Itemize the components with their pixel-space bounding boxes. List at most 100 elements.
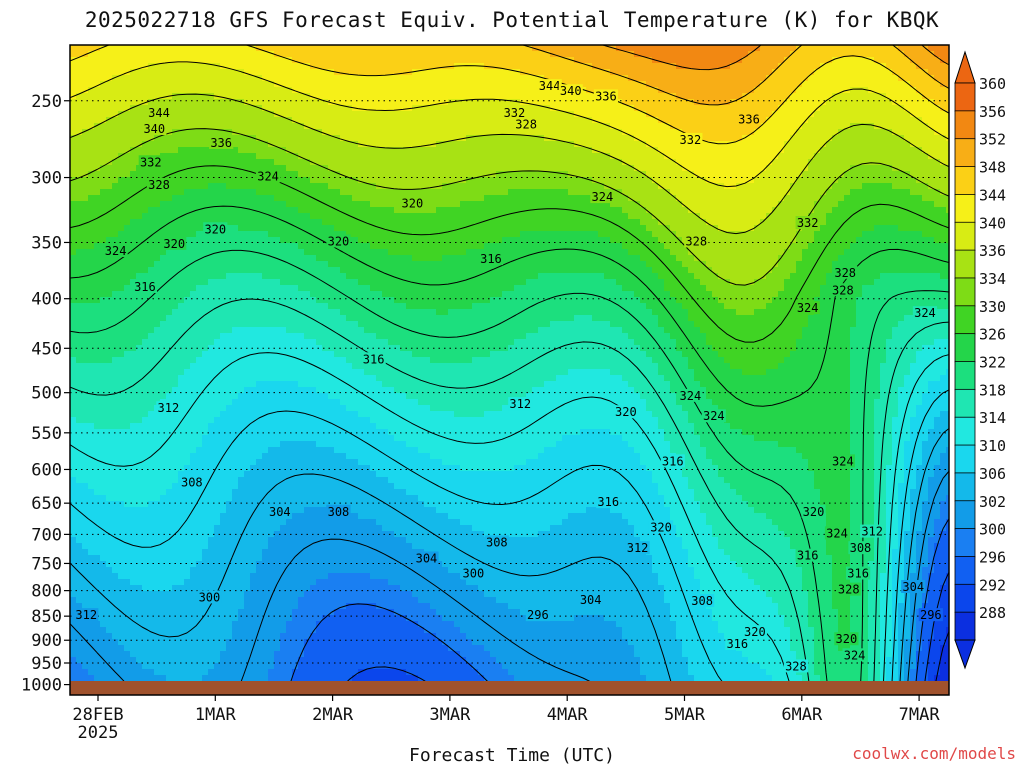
field-cell xyxy=(544,201,551,208)
field-cell xyxy=(226,75,233,82)
field-cell xyxy=(574,105,581,112)
field-cell xyxy=(886,111,893,118)
field-cell xyxy=(346,201,353,208)
field-cell xyxy=(778,45,785,52)
field-cell xyxy=(556,195,563,202)
field-cell xyxy=(94,237,101,244)
field-cell xyxy=(490,183,497,190)
field-cell xyxy=(694,87,701,94)
field-cell xyxy=(376,159,383,166)
field-cell xyxy=(880,147,887,154)
field-cell xyxy=(322,153,329,160)
field-cell xyxy=(286,87,293,94)
field-cell xyxy=(172,195,179,202)
field-cell xyxy=(652,105,659,112)
field-cell xyxy=(946,201,949,208)
field-cell xyxy=(376,129,383,136)
field-cell xyxy=(790,219,797,226)
field-cell xyxy=(460,153,467,160)
field-cell xyxy=(340,99,347,106)
field-cell xyxy=(646,159,653,166)
field-cell xyxy=(862,237,869,244)
field-cell xyxy=(190,207,197,214)
field-cell xyxy=(508,237,515,244)
field-cell xyxy=(568,177,575,184)
field-cell xyxy=(454,117,461,124)
field-cell xyxy=(640,207,647,214)
field-cell xyxy=(646,75,653,82)
field-cell xyxy=(136,57,143,64)
field-cell xyxy=(292,231,299,238)
field-cell xyxy=(856,111,863,118)
field-cell xyxy=(928,183,935,190)
field-cell xyxy=(682,45,689,52)
field-cell xyxy=(100,129,107,136)
field-cell xyxy=(748,153,755,160)
field-cell xyxy=(436,201,443,208)
field-cell xyxy=(742,201,749,208)
field-cell xyxy=(532,225,539,232)
field-cell xyxy=(328,135,335,142)
field-cell xyxy=(436,135,443,142)
field-cell xyxy=(586,201,593,208)
field-cell xyxy=(250,201,257,208)
field-cell xyxy=(658,237,665,244)
field-cell xyxy=(346,219,353,226)
field-cell xyxy=(82,129,89,136)
field-cell xyxy=(574,153,581,160)
field-cell xyxy=(502,153,509,160)
field-cell xyxy=(292,135,299,142)
field-cell xyxy=(874,231,881,238)
field-cell xyxy=(76,183,83,190)
field-cell xyxy=(856,171,863,178)
field-cell xyxy=(628,129,635,136)
field-cell xyxy=(382,129,389,136)
field-cell xyxy=(868,45,875,52)
field-cell xyxy=(454,111,461,118)
field-cell xyxy=(112,183,119,190)
field-cell xyxy=(898,237,905,244)
field-cell xyxy=(862,87,869,94)
field-cell xyxy=(232,57,239,64)
field-cell xyxy=(466,123,473,130)
field-cell xyxy=(298,63,305,70)
field-cell xyxy=(352,183,359,190)
field-cell xyxy=(424,159,431,166)
field-cell xyxy=(736,141,743,148)
field-cell xyxy=(550,165,557,172)
field-cell xyxy=(436,117,443,124)
field-cell xyxy=(742,183,749,190)
field-cell xyxy=(940,201,947,208)
field-cell xyxy=(184,207,191,214)
field-cell xyxy=(526,93,533,100)
field-cell xyxy=(400,213,407,220)
field-cell xyxy=(316,213,323,220)
field-cell xyxy=(772,147,779,154)
field-cell xyxy=(70,141,77,148)
field-cell xyxy=(652,99,659,106)
field-cell xyxy=(94,117,101,124)
field-cell xyxy=(748,183,755,190)
field-cell xyxy=(292,237,299,244)
field-cell xyxy=(280,141,287,148)
field-cell xyxy=(142,51,149,58)
field-cell xyxy=(586,213,593,220)
field-cell xyxy=(466,105,473,112)
field-cell xyxy=(418,207,425,214)
field-cell xyxy=(208,177,215,184)
field-cell xyxy=(340,177,347,184)
field-cell xyxy=(784,123,791,130)
field-cell xyxy=(538,207,545,214)
field-cell xyxy=(442,153,449,160)
field-cell xyxy=(400,93,407,100)
field-cell xyxy=(454,171,461,178)
field-cell xyxy=(490,225,497,232)
field-cell xyxy=(142,75,149,82)
field-cell xyxy=(466,129,473,136)
field-cell xyxy=(802,183,809,190)
field-cell xyxy=(172,87,179,94)
field-cell xyxy=(688,63,695,70)
field-cell xyxy=(118,207,125,214)
field-cell xyxy=(154,165,161,172)
field-cell xyxy=(166,165,173,172)
